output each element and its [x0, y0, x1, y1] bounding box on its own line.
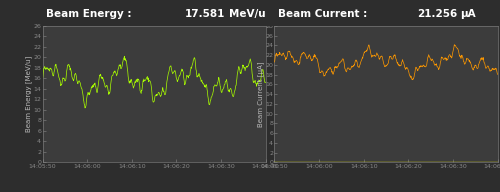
Y-axis label: Beam Energy [MeV/u]: Beam Energy [MeV/u]: [25, 56, 32, 132]
Text: 21.256: 21.256: [417, 9, 458, 19]
Y-axis label: Beam Current [μA]: Beam Current [μA]: [257, 61, 264, 127]
Text: MeV/u: MeV/u: [228, 9, 265, 19]
Text: Beam Current :: Beam Current :: [278, 9, 368, 19]
Text: μA: μA: [460, 9, 476, 19]
Text: 17.581: 17.581: [185, 9, 226, 19]
Text: Beam Energy :: Beam Energy :: [46, 9, 132, 19]
